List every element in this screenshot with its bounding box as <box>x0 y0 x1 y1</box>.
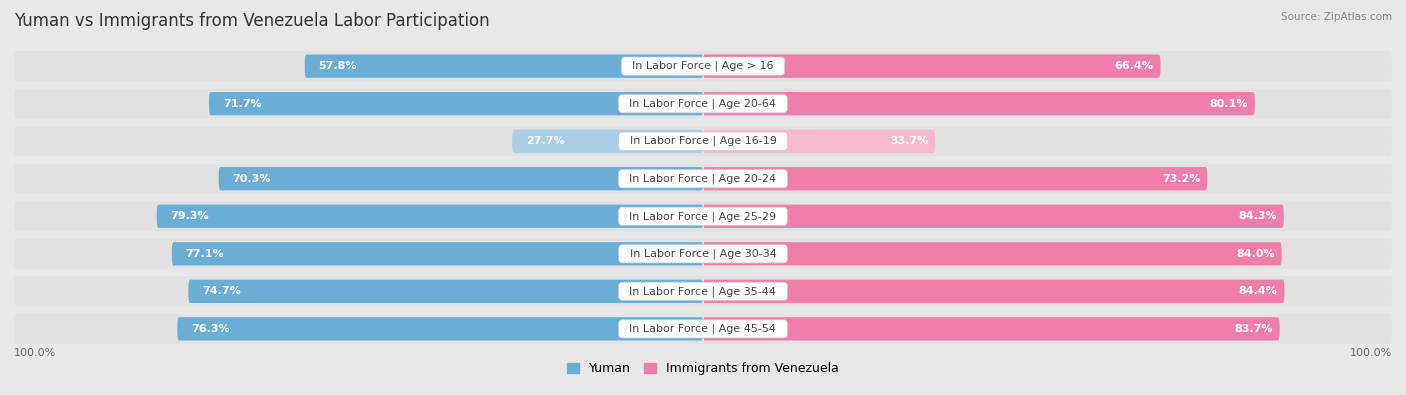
FancyBboxPatch shape <box>703 130 935 153</box>
FancyBboxPatch shape <box>14 201 1392 231</box>
FancyBboxPatch shape <box>14 126 1392 156</box>
Text: 73.2%: 73.2% <box>1161 174 1201 184</box>
FancyBboxPatch shape <box>703 242 1282 265</box>
Text: 76.3%: 76.3% <box>191 324 229 334</box>
Text: 80.1%: 80.1% <box>1209 99 1249 109</box>
FancyBboxPatch shape <box>188 280 703 303</box>
FancyBboxPatch shape <box>156 205 703 228</box>
FancyBboxPatch shape <box>14 51 1392 81</box>
Text: In Labor Force | Age 45-54: In Labor Force | Age 45-54 <box>623 324 783 334</box>
Text: 74.7%: 74.7% <box>202 286 240 296</box>
FancyBboxPatch shape <box>703 205 1284 228</box>
FancyBboxPatch shape <box>305 55 703 78</box>
FancyBboxPatch shape <box>703 92 1254 115</box>
FancyBboxPatch shape <box>14 239 1392 269</box>
FancyBboxPatch shape <box>14 314 1392 344</box>
FancyBboxPatch shape <box>703 317 1279 340</box>
FancyBboxPatch shape <box>703 280 1285 303</box>
FancyBboxPatch shape <box>172 242 703 265</box>
Text: In Labor Force | Age 20-64: In Labor Force | Age 20-64 <box>623 98 783 109</box>
Text: Yuman vs Immigrants from Venezuela Labor Participation: Yuman vs Immigrants from Venezuela Labor… <box>14 12 489 30</box>
Text: 100.0%: 100.0% <box>14 348 56 357</box>
Text: 66.4%: 66.4% <box>1115 61 1153 71</box>
FancyBboxPatch shape <box>219 167 703 190</box>
FancyBboxPatch shape <box>14 89 1392 118</box>
FancyBboxPatch shape <box>512 130 703 153</box>
Text: 57.8%: 57.8% <box>319 61 357 71</box>
Text: 71.7%: 71.7% <box>222 99 262 109</box>
FancyBboxPatch shape <box>14 164 1392 194</box>
FancyBboxPatch shape <box>703 167 1208 190</box>
Text: In Labor Force | Age > 16: In Labor Force | Age > 16 <box>626 61 780 71</box>
Text: 77.1%: 77.1% <box>186 249 224 259</box>
Text: 70.3%: 70.3% <box>232 174 271 184</box>
FancyBboxPatch shape <box>209 92 703 115</box>
Text: 79.3%: 79.3% <box>170 211 209 221</box>
Text: 33.7%: 33.7% <box>890 136 928 146</box>
FancyBboxPatch shape <box>177 317 703 340</box>
Text: 100.0%: 100.0% <box>1350 348 1392 357</box>
Text: In Labor Force | Age 30-34: In Labor Force | Age 30-34 <box>623 248 783 259</box>
Text: In Labor Force | Age 35-44: In Labor Force | Age 35-44 <box>623 286 783 297</box>
Text: 84.4%: 84.4% <box>1239 286 1278 296</box>
Legend: Yuman, Immigrants from Venezuela: Yuman, Immigrants from Venezuela <box>562 357 844 380</box>
Text: 84.3%: 84.3% <box>1239 211 1277 221</box>
Text: 83.7%: 83.7% <box>1234 324 1272 334</box>
Text: In Labor Force | Age 25-29: In Labor Force | Age 25-29 <box>623 211 783 222</box>
FancyBboxPatch shape <box>703 55 1160 78</box>
Text: In Labor Force | Age 16-19: In Labor Force | Age 16-19 <box>623 136 783 147</box>
Text: 27.7%: 27.7% <box>526 136 565 146</box>
Text: 84.0%: 84.0% <box>1236 249 1275 259</box>
Text: In Labor Force | Age 20-24: In Labor Force | Age 20-24 <box>623 173 783 184</box>
FancyBboxPatch shape <box>14 276 1392 307</box>
Text: Source: ZipAtlas.com: Source: ZipAtlas.com <box>1281 12 1392 22</box>
